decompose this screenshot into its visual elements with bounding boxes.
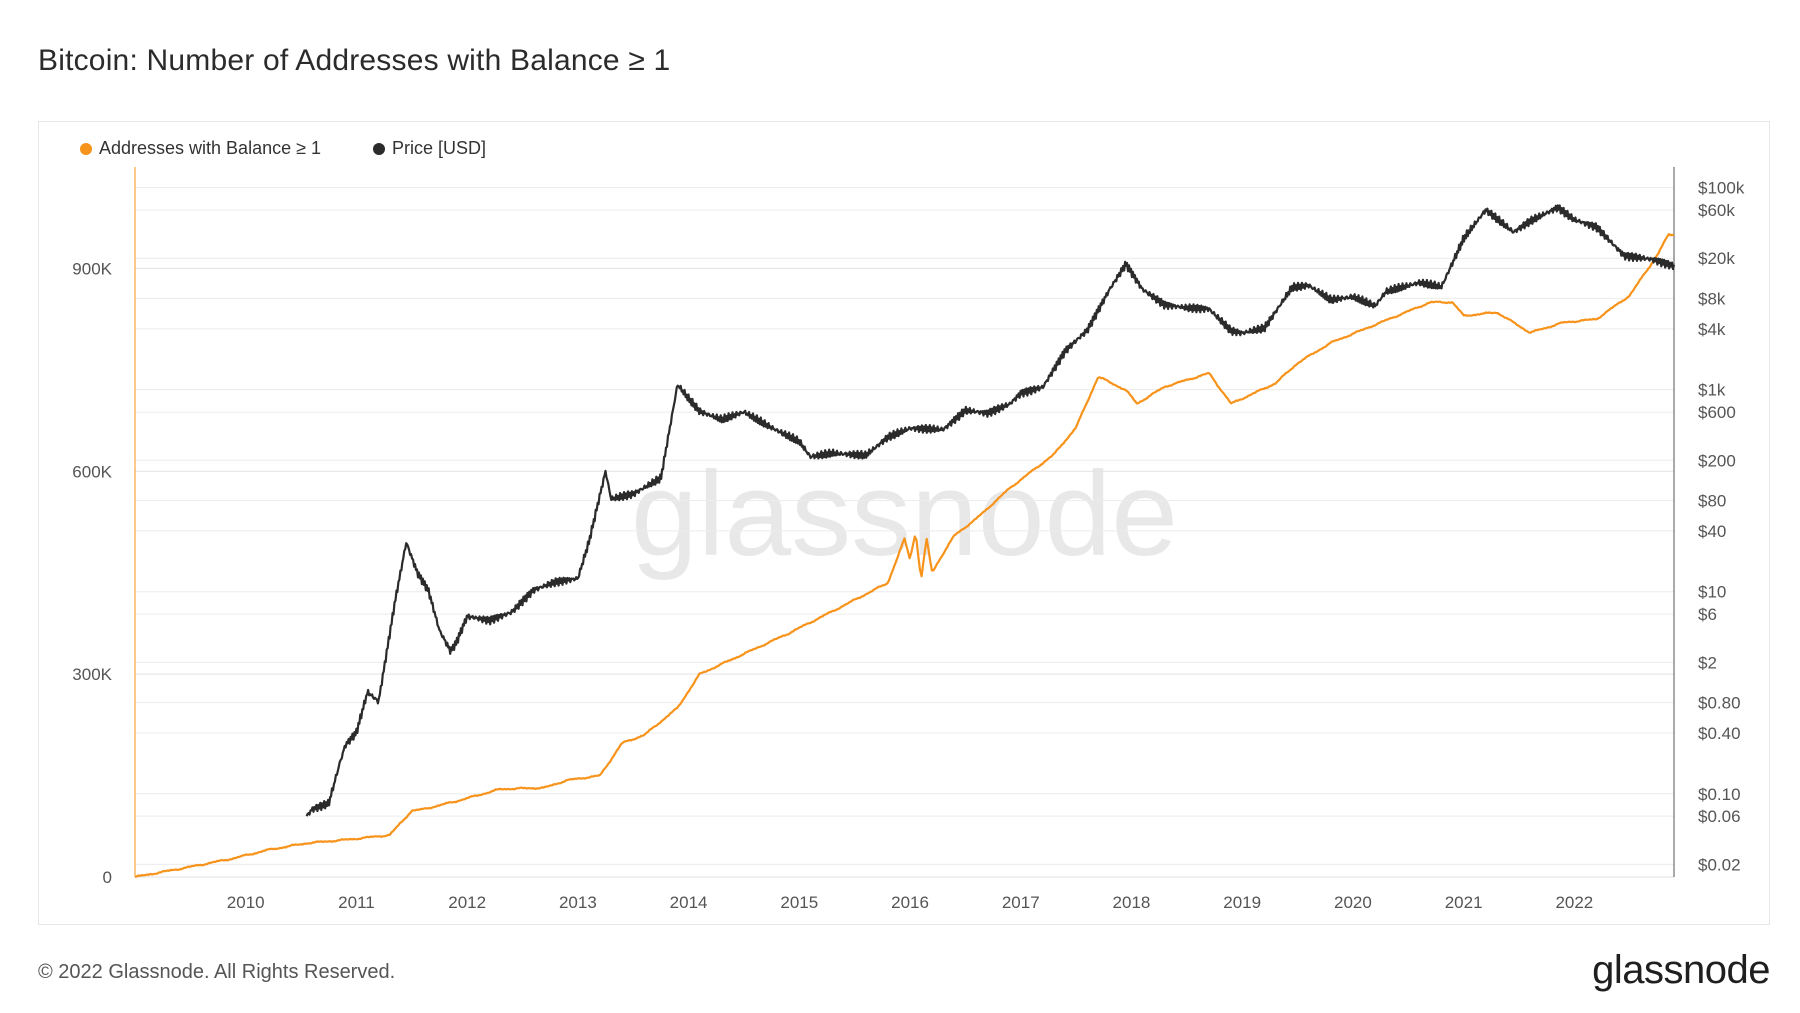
- left-tick-label: 0: [103, 868, 112, 887]
- series-line-addresses: [134, 233, 1675, 879]
- left-tick-label: 300K: [72, 665, 112, 684]
- x-tick-label: 2016: [891, 893, 929, 912]
- glassnode-logo: glassnode: [1592, 948, 1770, 992]
- copyright-text: © 2022 Glassnode. All Rights Reserved.: [38, 961, 396, 983]
- x-tick-label: 2014: [670, 893, 708, 912]
- legend-label-price: Price [USD]: [392, 138, 487, 158]
- right-tick-label: $10: [1698, 583, 1726, 602]
- x-tick-label: 2011: [338, 893, 375, 912]
- right-tick-label: $0.06: [1698, 807, 1741, 826]
- x-tick-label: 2021: [1445, 893, 1483, 912]
- right-tick-label: $200: [1698, 451, 1736, 470]
- legend-dot-addresses: [80, 142, 92, 155]
- legend-item-price[interactable]: Price [USD]: [373, 138, 486, 159]
- page-title: Bitcoin: Number of Addresses with Balanc…: [38, 44, 671, 77]
- right-tick-label: $40: [1698, 522, 1726, 541]
- right-tick-label: $60k: [1698, 201, 1735, 220]
- legend-item-addresses[interactable]: Addresses with Balance ≥ 1: [80, 138, 321, 159]
- x-tick-label: 2017: [1002, 893, 1040, 912]
- x-tick-label: 2022: [1555, 893, 1593, 912]
- chart-panel: [38, 121, 1770, 925]
- right-tick-label: $0.40: [1698, 724, 1741, 743]
- right-tick-label: $1k: [1698, 381, 1726, 400]
- x-tick-label: 2019: [1223, 893, 1261, 912]
- watermark-text: glassnode: [631, 447, 1178, 581]
- series-line-price: [305, 204, 1676, 817]
- right-tick-label: $100k: [1698, 179, 1745, 198]
- right-tick-label: $6: [1698, 605, 1717, 624]
- legend-dot-price: [373, 142, 385, 155]
- x-tick-label: 2010: [227, 893, 265, 912]
- x-tick-label: 2020: [1334, 893, 1372, 912]
- right-tick-label: $80: [1698, 491, 1726, 510]
- legend-label-addresses: Addresses with Balance ≥ 1: [99, 138, 321, 158]
- x-tick-label: 2018: [1113, 893, 1151, 912]
- x-tick-label: 2015: [780, 893, 818, 912]
- right-tick-label: $0.02: [1698, 855, 1741, 874]
- right-tick-label: $2: [1698, 653, 1717, 672]
- chart-legend: Addresses with Balance ≥ 1 Price [USD]: [80, 138, 486, 159]
- right-tick-label: $0.80: [1698, 694, 1741, 713]
- left-tick-label: 600K: [72, 462, 112, 481]
- right-tick-label: $0.10: [1698, 785, 1741, 804]
- right-tick-label: $8k: [1698, 289, 1726, 308]
- right-tick-label: $20k: [1698, 249, 1735, 268]
- x-tick-label: 2012: [448, 893, 486, 912]
- x-tick-label: 2013: [559, 893, 597, 912]
- right-tick-label: $4k: [1698, 320, 1726, 339]
- right-tick-label: $600: [1698, 403, 1736, 422]
- left-tick-label: 900K: [72, 259, 112, 278]
